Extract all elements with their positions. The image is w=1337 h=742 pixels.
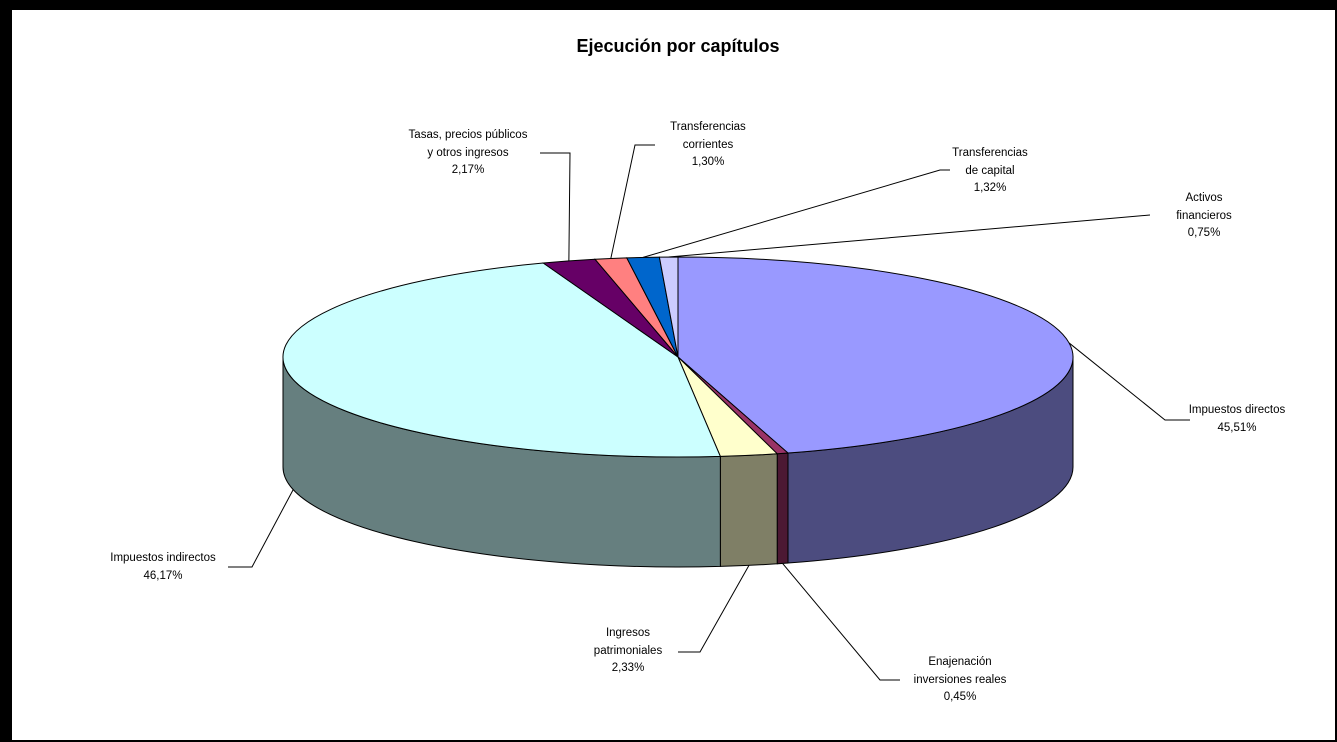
data-label: Transferencias de capital 1,32% bbox=[952, 145, 1028, 198]
category-label: Activos financieros bbox=[1176, 192, 1232, 222]
leader-line bbox=[540, 152, 571, 261]
value-label: 1,30% bbox=[691, 156, 725, 168]
chart-title: Ejecución por capítulos bbox=[576, 36, 780, 56]
leader-line bbox=[228, 489, 294, 568]
data-label: Enajenación inversiones reales 0,45% bbox=[914, 654, 1007, 707]
category-label: Impuestos directos bbox=[1188, 404, 1286, 416]
slice-side bbox=[776, 452, 789, 565]
value-label: 46,17% bbox=[143, 569, 183, 582]
leader-line bbox=[782, 563, 900, 681]
value-label: 45,51% bbox=[1217, 421, 1257, 434]
category-label: Enajenación inversiones reales bbox=[913, 656, 1007, 686]
leader-line bbox=[668, 214, 1151, 258]
leader-line bbox=[678, 565, 750, 653]
value-label: 0,75% bbox=[1187, 227, 1221, 239]
data-label: Impuestos indirectos 46,17% bbox=[110, 550, 215, 585]
leader-line bbox=[1068, 342, 1190, 421]
category-label: Tasas, precios públicos y otros ingresos bbox=[408, 129, 528, 159]
value-label: 1,32% bbox=[973, 182, 1007, 194]
value-label: 0,45% bbox=[943, 691, 977, 703]
leader-line bbox=[610, 144, 655, 259]
data-label: Activos financieros 0,75% bbox=[1176, 190, 1232, 243]
slice bbox=[677, 256, 1074, 454]
category-label: Ingresos patrimoniales bbox=[593, 627, 663, 657]
category-label: Impuestos indirectos bbox=[110, 552, 216, 564]
slice-side bbox=[719, 453, 778, 567]
data-label: Tasas, precios públicos y otros ingresos… bbox=[409, 127, 528, 180]
slice bbox=[282, 262, 722, 458]
data-label: Impuestos directos 45,51% bbox=[1189, 402, 1286, 437]
data-label: Transferencias corrientes 1,30% bbox=[670, 119, 746, 172]
value-label: 2,33% bbox=[611, 662, 645, 674]
category-label: Transferencias de capital bbox=[952, 147, 1028, 177]
leader-line bbox=[642, 169, 950, 258]
data-label: Ingresos patrimoniales 2,33% bbox=[594, 625, 662, 678]
value-label: 2,17% bbox=[451, 164, 485, 176]
category-label: Transferencias corrientes bbox=[670, 121, 746, 151]
